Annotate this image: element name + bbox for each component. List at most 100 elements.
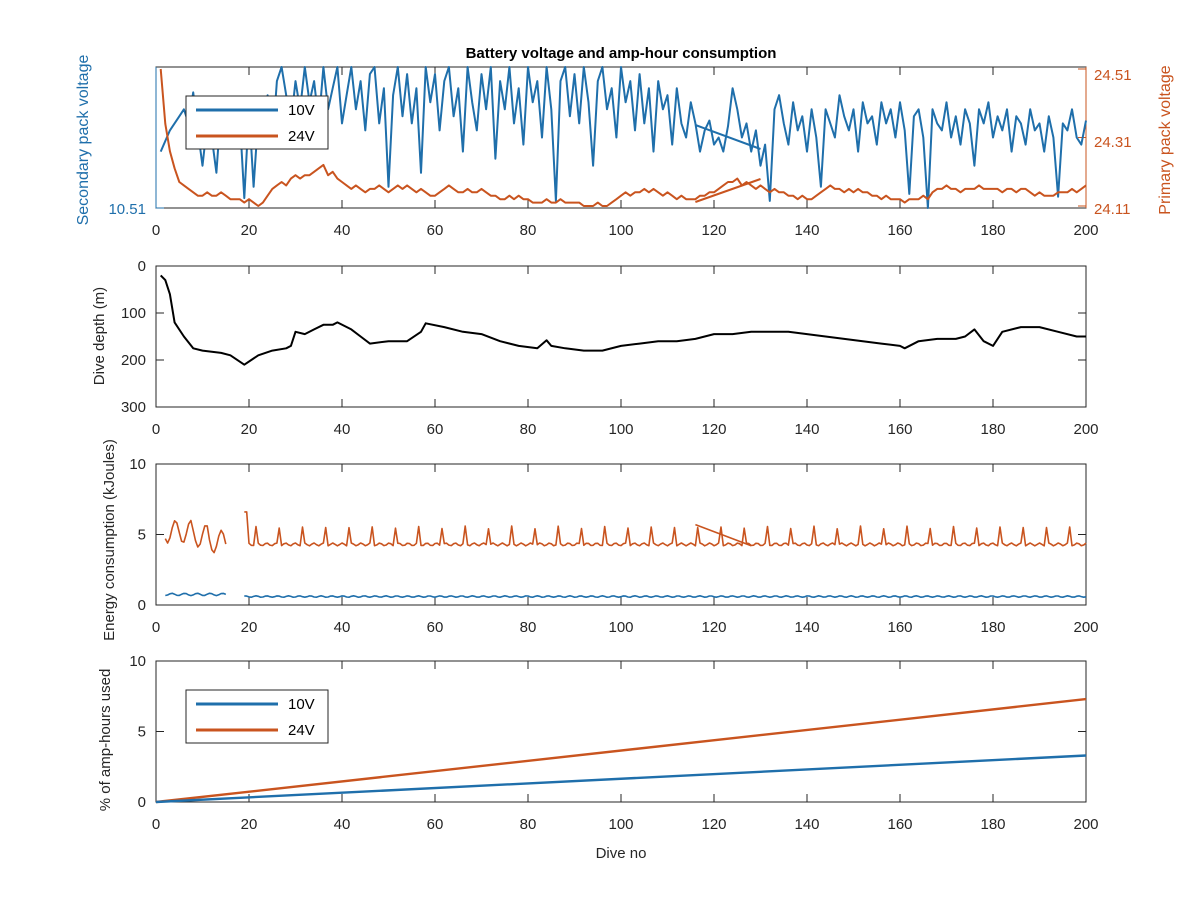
- panel1-x-ticks: 0 20 40 60 80 100 120 140 160 180 200: [152, 67, 1099, 239]
- panel3-series: [164, 511, 1087, 598]
- x-tick-label: 120: [701, 222, 726, 239]
- right-y-tick-label: 24.31: [1094, 134, 1132, 151]
- x-tick-label: 20: [241, 421, 258, 438]
- legend-box: [185, 689, 329, 744]
- panel3-y-ticks: 0 5 10: [129, 456, 1086, 614]
- y-tick-label: 100: [121, 305, 146, 322]
- y-tick-label: 10: [129, 456, 146, 473]
- right-y-axis-label: Primary pack voltage: [1157, 65, 1174, 214]
- amp-hours-panel: 0 20 40 60 80 100 120 140 160 180 200 0 5 10 % of am…: [97, 653, 1099, 862]
- left-y-tick-label: 10.51: [108, 201, 146, 218]
- voltage-panel: Battery voltage and amp-hour consumption…: [75, 45, 1174, 239]
- x-tick-label: 40: [334, 222, 351, 239]
- x-tick-label: 200: [1073, 421, 1098, 438]
- series-24v-amphours-line: [155, 697, 1087, 804]
- series-10v-line: [695, 124, 761, 150]
- legend-10v-label: 10V: [288, 102, 315, 119]
- x-tick-label: 180: [980, 222, 1005, 239]
- x-tick-label: 0: [152, 619, 160, 636]
- series-10v-amphours-line: [155, 754, 1087, 804]
- x-tick-label: 140: [794, 816, 819, 833]
- x-tick-label: 140: [794, 619, 819, 636]
- x-tick-label: 80: [520, 421, 537, 438]
- x-tick-label: 100: [608, 816, 633, 833]
- right-y-tick-label: 24.11: [1094, 201, 1130, 218]
- x-tick-label: 20: [241, 222, 258, 239]
- x-tick-label: 120: [701, 421, 726, 438]
- series-24v-energy-line: [164, 519, 227, 554]
- x-tick-label: 0: [152, 222, 160, 239]
- panel4-series: [155, 697, 1087, 804]
- y-tick-label: 0: [138, 597, 146, 614]
- depth-panel: 0 20 40 60 80 100 120 140 160 180 200 0 100 200 300 D…: [91, 258, 1099, 438]
- y-tick-label: 5: [138, 527, 146, 544]
- x-tick-label: 160: [887, 619, 912, 636]
- x-tick-label: 160: [887, 421, 912, 438]
- x-tick-label: 80: [520, 222, 537, 239]
- x-tick-label: 140: [794, 222, 819, 239]
- y-tick-label: 200: [121, 352, 146, 369]
- energy-panel: 0 20 40 60 80 100 120 140 160 180 200 0 5 10 Energy …: [101, 439, 1099, 641]
- panel1-series: [159, 66, 1087, 209]
- x-tick-label: 0: [152, 816, 160, 833]
- series-depth-line: [159, 274, 1086, 366]
- series-24v-energy-line: [695, 523, 752, 547]
- x-tick-label: 100: [608, 619, 633, 636]
- y-tick-label: 10: [129, 653, 146, 670]
- panel2-y-ticks: 0 100 200 300: [121, 258, 1086, 416]
- x-tick-label: 60: [427, 222, 444, 239]
- x-tick-label: 100: [608, 222, 633, 239]
- legend-box: [185, 95, 329, 150]
- left-y-axis-label: Secondary pack voltage: [75, 55, 92, 226]
- x-tick-label: 160: [887, 816, 912, 833]
- x-tick-label: 40: [334, 816, 351, 833]
- panel4-x-ticks: 0 20 40 60 80 100 120 140 160 180 200: [152, 661, 1099, 833]
- panel3-x-ticks: 0 20 40 60 80 100 120 140 160 180 200: [152, 464, 1099, 636]
- x-tick-label: 20: [241, 816, 258, 833]
- series-10v-energy-line: [165, 592, 227, 597]
- series-10v-energy-line: [244, 595, 1087, 598]
- series-10v-line: [159, 66, 1087, 209]
- x-tick-label: 100: [608, 421, 633, 438]
- y-tick-label: 300: [121, 399, 146, 416]
- x-axis-label: Dive no: [596, 845, 647, 862]
- series-24v-line: [159, 68, 1087, 207]
- panel2-series: [159, 274, 1086, 366]
- y-tick-label: 0: [138, 258, 146, 275]
- x-tick-label: 60: [427, 421, 444, 438]
- x-tick-label: 160: [887, 222, 912, 239]
- legend-24v-label: 24V: [288, 128, 315, 145]
- x-tick-label: 80: [520, 619, 537, 636]
- x-tick-label: 180: [980, 619, 1005, 636]
- series-24v-energy-line: [244, 511, 1087, 547]
- energy-y-axis-label: Energy consumption (kJoules): [101, 439, 118, 641]
- depth-y-axis-label: Dive depth (m): [91, 287, 108, 385]
- legend-bottom: 10V 24V: [185, 689, 329, 744]
- x-tick-label: 60: [427, 816, 444, 833]
- x-tick-label: 60: [427, 619, 444, 636]
- x-tick-label: 120: [701, 619, 726, 636]
- y-tick-label: 5: [138, 724, 146, 741]
- x-tick-label: 200: [1073, 816, 1098, 833]
- x-tick-label: 120: [701, 816, 726, 833]
- x-tick-label: 200: [1073, 222, 1098, 239]
- x-tick-label: 40: [334, 421, 351, 438]
- x-tick-label: 0: [152, 421, 160, 438]
- x-tick-label: 180: [980, 421, 1005, 438]
- chart-title: Battery voltage and amp-hour consumption: [466, 45, 777, 62]
- x-tick-label: 20: [241, 619, 258, 636]
- x-tick-label: 40: [334, 619, 351, 636]
- legend-24v-label: 24V: [288, 722, 315, 739]
- panel2-x-ticks: 0 20 40 60 80 100 120 140 160 180 200: [152, 266, 1099, 438]
- right-y-tick-label: 24.51: [1094, 67, 1132, 84]
- y-tick-label: 0: [138, 794, 146, 811]
- legend-10v-label: 10V: [288, 696, 315, 713]
- amp-hours-y-axis-label: % of amp-hours used: [97, 669, 114, 812]
- series-24v-line: [695, 178, 761, 203]
- x-tick-label: 140: [794, 421, 819, 438]
- legend-top: 10V 24V: [185, 95, 329, 150]
- x-tick-label: 80: [520, 816, 537, 833]
- x-tick-label: 200: [1073, 619, 1098, 636]
